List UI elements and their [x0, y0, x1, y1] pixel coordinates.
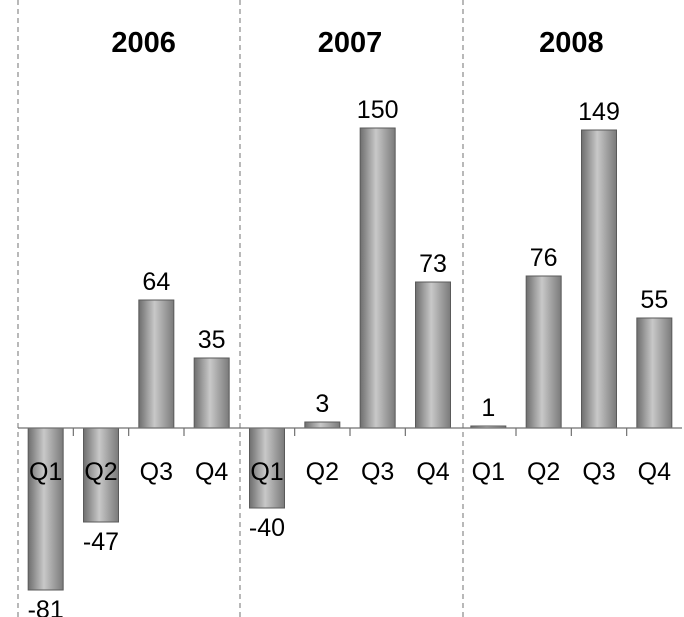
data-label: 35 — [198, 326, 226, 354]
x-tick-label: Q3 — [582, 458, 615, 486]
bar-2006-Q3 — [138, 299, 175, 429]
bar-2007-Q3 — [359, 127, 396, 429]
data-label: 149 — [578, 98, 620, 126]
group-titles: 2006 2007 2008 — [111, 27, 603, 59]
bar-2006-Q2 — [83, 427, 119, 523]
group-title: 2007 — [318, 27, 383, 59]
bar-2007-Q4 — [415, 281, 451, 429]
x-tick-label: Q4 — [638, 458, 671, 486]
bar-2008-Q2 — [525, 275, 562, 429]
x-tick-label: Q1 — [472, 458, 505, 486]
data-label: 150 — [357, 96, 399, 124]
data-label: 1 — [481, 394, 495, 422]
group-separators — [17, 0, 464, 617]
group-title: 2006 — [111, 27, 176, 59]
x-tick-label: Q4 — [195, 458, 228, 486]
bar-2008-Q3 — [581, 129, 617, 429]
x-tick-label: Q1 — [29, 458, 62, 486]
data-label: 3 — [315, 390, 329, 418]
bar-2007-Q2 — [304, 421, 341, 429]
x-tick-label: Q2 — [527, 458, 560, 486]
data-label: -47 — [83, 528, 119, 556]
bar-2006-Q4 — [193, 357, 230, 429]
data-label: -81 — [28, 596, 64, 617]
bars — [27, 127, 673, 591]
data-label: 64 — [142, 268, 170, 296]
x-tick-label: Q4 — [416, 458, 449, 486]
bar-2006-Q1 — [27, 427, 64, 591]
x-tick-label: Q2 — [84, 458, 117, 486]
x-tick-label: Q2 — [306, 458, 339, 486]
data-label: 73 — [419, 250, 447, 278]
x-tick-label: Q3 — [361, 458, 394, 486]
x-tick-label: Q3 — [140, 458, 173, 486]
data-labels: -81 -47 64 35 -40 3 150 73 1 76 149 55 — [28, 96, 669, 617]
data-label: 76 — [530, 244, 558, 272]
data-label: -40 — [249, 514, 285, 542]
x-tick-labels: Q1 Q2 Q3 Q4 Q1 Q2 Q3 Q4 Q1 Q2 Q3 Q4 — [29, 458, 671, 486]
x-tick-label: Q1 — [250, 458, 283, 486]
data-label: 55 — [640, 286, 668, 314]
group-title: 2008 — [539, 27, 604, 59]
bar-2008-Q4 — [636, 317, 673, 429]
x-axis — [18, 427, 682, 436]
